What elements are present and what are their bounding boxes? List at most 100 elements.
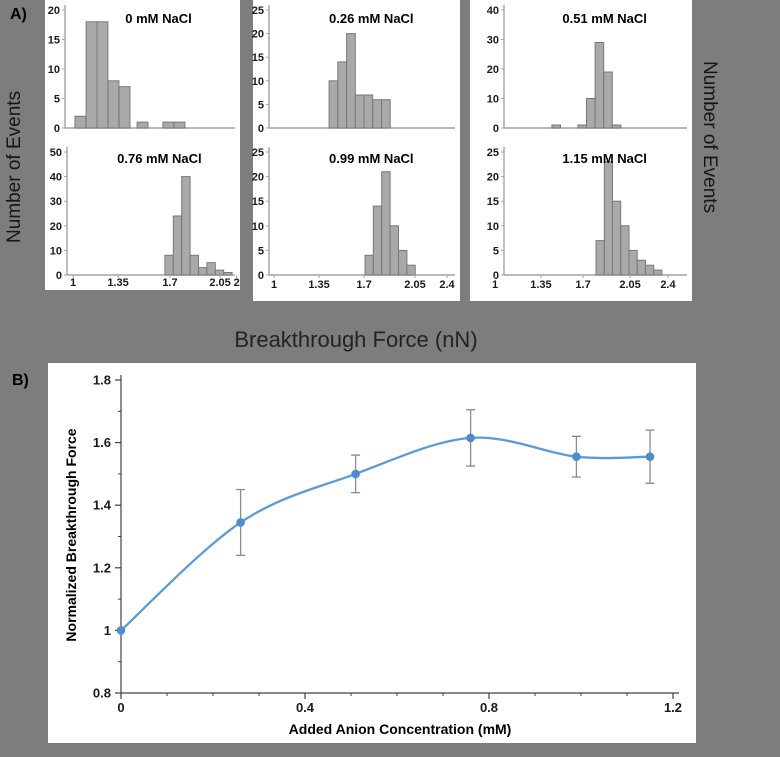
b-y-tick-label: 0.8 (93, 686, 111, 701)
histogram-bar (381, 171, 391, 276)
y-tick-label: 0 (258, 123, 264, 135)
histogram-bar (214, 269, 225, 276)
histogram-bar (594, 42, 605, 129)
histogram-title: 0.76 mM NaCl (117, 151, 202, 166)
histogram-bar (96, 21, 109, 129)
panel-a-label: A) (10, 6, 27, 23)
data-series-line (119, 436, 652, 632)
histogram-svg: 0 10 20 30 40 0.51 mM NaCl (487, 5, 687, 135)
y-tick-label: 30 (487, 35, 499, 47)
histogram-bar (372, 205, 383, 276)
x-tick-label: 1 (492, 279, 498, 291)
line-chart-svg: 0.8 1 1.2 1.4 1.6 1.8 0 0.4 0.8 1.2 Added Anion Co… (63, 373, 682, 738)
x-tick-label: 2.4 (660, 279, 676, 291)
histogram-bar (620, 225, 630, 276)
histogram-svg: 0 5 10 15 20 25 1 1.35 1.7 2.05 2.4 0.99 mM NaCl (252, 147, 456, 291)
b-x-tick-label: 1.2 (664, 700, 682, 715)
histogram-bar (603, 161, 614, 276)
histogram-bar (406, 264, 416, 276)
histogram-bar (346, 33, 356, 129)
b-y-axis-title: Normalized Breakthrough Force (63, 428, 79, 641)
histogram-svg: 0 10 20 30 40 50 1 1.35 1.7 2.05 2 0.76 mM NaCl (50, 147, 240, 289)
histogram-bar (206, 262, 216, 276)
panel-b-line-chart: 0.8 1 1.2 1.4 1.6 1.8 0 0.4 0.8 1.2 Added Anion Co… (48, 363, 696, 743)
b-x-tick-label: 0.4 (296, 700, 315, 715)
b-y-tick-label: 1.2 (93, 560, 111, 575)
y-tick-label: 0 (54, 123, 60, 135)
y-tick-label: 40 (50, 172, 62, 184)
histogram-0mm-nacl: 0 5 10 15 20 0 mM NaCl (45, 0, 240, 140)
histogram-bar (223, 272, 233, 276)
y-tick-label: 20 (487, 172, 499, 184)
data-point-marker (116, 626, 126, 635)
x-tick-label: 1 (70, 277, 76, 289)
histogram-svg: 0 5 10 15 20 25 0.26 mM NaCl (252, 5, 455, 135)
histogram-bar (337, 61, 348, 129)
histogram-bar (653, 269, 663, 276)
y-tick-label: 25 (252, 147, 264, 159)
x-tick-label: 2.05 (209, 277, 230, 289)
y-tick-label: 15 (252, 52, 264, 64)
histogram-bar (603, 71, 613, 129)
x-tick-label: 2.05 (619, 279, 640, 291)
histogram-bar (364, 254, 374, 276)
y-tick-label: 5 (258, 99, 264, 111)
histogram-bar (628, 249, 638, 276)
x-tick-label: 2.05 (404, 279, 425, 291)
y-tick-label: 5 (493, 245, 499, 257)
y-tick-label: 0 (493, 123, 499, 135)
x-tick-label: 1.7 (356, 279, 371, 291)
histogram-bar (198, 267, 208, 276)
b-y-tick-label: 1.6 (93, 435, 111, 450)
y-tick-label: 20 (50, 221, 62, 233)
y-tick-label: 30 (50, 196, 62, 208)
histogram-bar (136, 121, 149, 129)
y-tick-label: 0 (258, 270, 264, 282)
y-tick-label: 10 (50, 245, 62, 257)
data-point-marker (466, 433, 475, 443)
y-tick-label: 15 (487, 196, 499, 208)
y-tick-label: 20 (48, 5, 60, 17)
y-tick-label: 15 (48, 35, 60, 47)
histogram-bar (612, 200, 622, 276)
histogram-bar (74, 115, 87, 129)
histogram-bar (85, 21, 98, 129)
histogram-title: 0.26 mM NaCl (329, 11, 414, 26)
panel-a-histogram-grid: 0 5 10 15 20 0 mM NaCl 0 5 10 15 20 25 0.26 mM NaCl… (45, 0, 692, 301)
histogram-bar (181, 176, 191, 276)
histogram-bar (328, 80, 339, 129)
x-tick-label: 1.35 (530, 279, 551, 291)
histogram-bar (363, 94, 374, 129)
y-tick-label: 20 (252, 29, 264, 41)
y-tick-label: 10 (252, 76, 264, 88)
x-tick-label: 1 (271, 279, 277, 291)
histogram-bar (645, 264, 655, 276)
histogram-bar (611, 124, 622, 129)
panel-b-label: B) (12, 372, 29, 389)
histogram-bar (389, 225, 400, 276)
histogram-bar (381, 99, 391, 129)
y-tick-label: 10 (487, 94, 499, 106)
histogram-bar (586, 98, 596, 129)
y-tick-label: 15 (252, 196, 264, 208)
histogram-0-51mm-nacl: 0 10 20 30 40 0.51 mM NaCl (470, 0, 692, 140)
histogram-0-99mm-nacl: 0 5 10 15 20 25 1 1.35 1.7 2.05 2.4 0.99 mM NaCl (252, 140, 460, 301)
histogram-bar (173, 121, 186, 129)
histogram-bar (595, 240, 605, 276)
y-tick-label: 50 (50, 147, 62, 159)
y-tick-label: 20 (487, 64, 499, 76)
histogram-bar (189, 254, 200, 276)
histogram-bar (162, 121, 175, 129)
y-tick-label: 10 (487, 221, 499, 233)
histogram-bar (636, 259, 646, 276)
y-tick-label: 10 (252, 221, 264, 233)
histogram-bar (172, 215, 183, 276)
panel-a-right-y-axis-title: Number of Events (699, 60, 720, 214)
data-point-marker (351, 469, 360, 479)
data-point-marker (645, 452, 655, 461)
y-tick-label: 40 (487, 5, 499, 17)
histogram-bar (398, 249, 408, 276)
histogram-title: 0.99 mM NaCl (329, 151, 414, 166)
x-tick-label: 2 (234, 277, 240, 289)
panel-a-left-y-axis-title: Number of Events (4, 90, 25, 244)
